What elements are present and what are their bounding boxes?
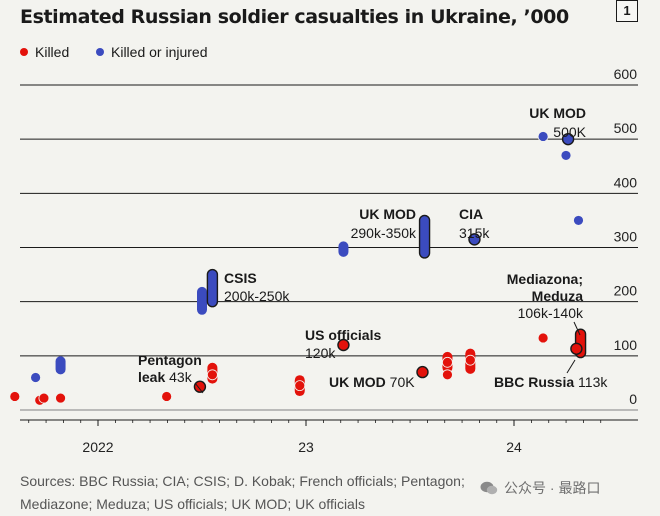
annotation-mediazona-meduza-value: 106k-140k bbox=[518, 305, 584, 321]
annotation-uk-mod-2022-line-1: 290k-350k bbox=[351, 225, 417, 241]
annotation-csis-value: 200k-250k bbox=[224, 288, 290, 304]
annotation-mediazona-meduza-bold: Mediazona; bbox=[507, 271, 583, 287]
annotation-cia-line-0: CIA bbox=[459, 206, 483, 222]
killed-point-9 bbox=[416, 365, 429, 379]
annotation-cia-bold: CIA bbox=[459, 206, 483, 222]
killed-or-injured-range-2 bbox=[206, 268, 219, 308]
killed-point-5 bbox=[193, 380, 207, 393]
killed-point-6 bbox=[206, 369, 218, 381]
annotation-csis-line-0: CSIS bbox=[224, 270, 257, 286]
annotation-us-officials-value: 120k bbox=[305, 345, 336, 361]
killed-point-10 bbox=[442, 356, 453, 368]
annotation-uk-mod-2022-value: 290k-350k bbox=[351, 225, 417, 241]
annotation-csis-line-1: 200k-250k bbox=[224, 288, 290, 304]
annotation-uk-mod-2022-bold: UK MOD bbox=[359, 206, 416, 222]
annotation-uk-mod-500k-bold: UK MOD bbox=[529, 105, 586, 121]
annotation-cia-value: 315k bbox=[459, 225, 490, 241]
killed-or-injured-point-1 bbox=[537, 131, 549, 142]
watermark: 公众号 · 最路口 bbox=[480, 478, 600, 498]
legend-killed-swatch bbox=[20, 48, 28, 56]
legend-killed-or-injured-label: Killed or injured bbox=[111, 44, 208, 60]
y-tick-label-500: 500 bbox=[614, 120, 638, 136]
x-tick-label-23: 23 bbox=[298, 439, 314, 455]
annotation-uk-mod-70k-value: 70K bbox=[386, 374, 415, 390]
killed-or-injured-point-4 bbox=[573, 215, 584, 226]
killed-point-4 bbox=[161, 391, 173, 402]
killed-or-injured-range-4 bbox=[418, 214, 431, 259]
y-tick-label-200: 200 bbox=[614, 283, 638, 299]
annotation-mediazona-meduza-bold: Meduza bbox=[532, 288, 584, 304]
annotation-bbc-russia-bold: BBC Russia bbox=[494, 374, 574, 390]
killed-point-0 bbox=[9, 391, 21, 402]
annotation-pentagon-leak-bold: Pentagon bbox=[138, 352, 202, 368]
leader-pentagon bbox=[194, 382, 204, 394]
annotation-uk-mod-70k-line-0: UK MOD 70K bbox=[329, 374, 415, 390]
killed-or-injured-range-0 bbox=[55, 356, 66, 375]
annotation-cia-line-1: 315k bbox=[459, 225, 490, 241]
legend-killed-label: Killed bbox=[35, 44, 70, 60]
leader-mediazona bbox=[573, 321, 581, 336]
annotation-uk-mod-500k-line-1: 500K bbox=[553, 124, 586, 140]
annotation-csis-bold: CSIS bbox=[224, 270, 257, 286]
killed-or-injured-point-0 bbox=[30, 372, 41, 383]
casualties-chart: 0 100 200 300 400 500 600 2022 23 24 Pentagonleak … bbox=[9, 66, 638, 455]
annotation-pentagon-leak-bold: leak bbox=[138, 369, 165, 385]
killed-or-injured-point-2 bbox=[560, 150, 572, 161]
killed-point-13 bbox=[537, 332, 549, 344]
killed-or-injured-range-3 bbox=[338, 241, 349, 257]
annotation-uk-mod-70k-bold: UK MOD bbox=[329, 374, 386, 390]
x-tick-label-2022: 2022 bbox=[82, 439, 113, 455]
killed-point-12 bbox=[464, 354, 476, 366]
annotation-uk-mod-2022-line-0: UK MOD bbox=[359, 206, 416, 222]
annotation-mediazona-meduza-line-0: Mediazona; bbox=[507, 271, 583, 287]
y-tick-label-400: 400 bbox=[614, 174, 638, 190]
annotation-mediazona-meduza-line-1: Meduza bbox=[532, 288, 584, 304]
annotation-pentagon-leak-line-0: Pentagon bbox=[138, 352, 202, 368]
annotation-bbc-russia-value: 113k bbox=[574, 374, 608, 390]
annotation-uk-mod-500k-line-0: UK MOD bbox=[529, 105, 586, 121]
chart-title: Estimated Russian soldier casualties in … bbox=[20, 6, 569, 28]
killed-point-14 bbox=[570, 342, 583, 355]
wechat-icon bbox=[480, 481, 498, 495]
annotation-bbc-russia-line-0: BBC Russia 113k bbox=[494, 374, 608, 390]
killed-or-injured-point-5 bbox=[468, 233, 481, 246]
annotation-us-officials-line-0: US officials bbox=[305, 327, 381, 343]
killed-point-11 bbox=[442, 369, 453, 381]
killed-point-7 bbox=[294, 380, 306, 392]
legend-killed-or-injured: Killed or injured bbox=[96, 44, 208, 60]
figure-number: 1 bbox=[616, 0, 638, 22]
killed-point-3 bbox=[55, 392, 66, 404]
annotation-pentagon-leak-value: 43k bbox=[165, 369, 192, 385]
legend-killed: Killed bbox=[20, 44, 69, 60]
killed-or-injured-range-1 bbox=[197, 286, 207, 315]
y-tick-label-600: 600 bbox=[614, 66, 638, 82]
sources-note: Sources: BBC Russia; CIA; CSIS; D. Kobak… bbox=[20, 473, 465, 512]
annotation-pentagon-leak-line-1: leak 43k bbox=[138, 369, 193, 385]
watermark-text: 公众号 · 最路口 bbox=[504, 480, 601, 496]
y-tick-label-300: 300 bbox=[614, 229, 638, 245]
annotation-us-officials-line-1: 120k bbox=[305, 345, 336, 361]
annotation-uk-mod-500k-value: 500K bbox=[553, 124, 586, 140]
legend-killed-or-injured-swatch bbox=[96, 48, 104, 56]
annotation-us-officials-bold: US officials bbox=[305, 327, 381, 343]
leader-bbc-russia bbox=[566, 359, 576, 374]
x-tick-label-24: 24 bbox=[506, 439, 522, 455]
annotation-mediazona-meduza-line-2: 106k-140k bbox=[518, 305, 584, 321]
killed-point-8 bbox=[337, 338, 350, 352]
y-tick-label-100: 100 bbox=[614, 337, 638, 353]
killed-point-2 bbox=[38, 392, 50, 404]
y-tick-label-0: 0 bbox=[629, 391, 637, 407]
killed-or-injured-point-3 bbox=[561, 132, 575, 146]
